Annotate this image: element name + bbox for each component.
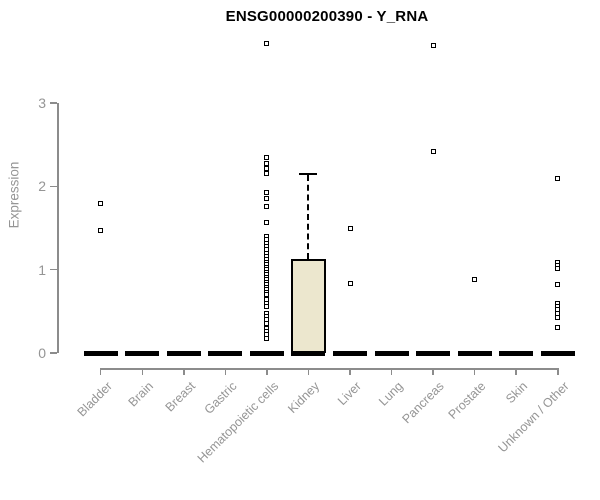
outlier-point — [264, 219, 270, 225]
x-tick — [99, 368, 102, 375]
boxplot-zero-bar — [457, 350, 492, 356]
y-axis-label: Expression — [6, 161, 22, 229]
x-tick — [390, 368, 393, 375]
boxplot-zero-bar — [249, 350, 284, 356]
outlier-point — [264, 166, 270, 172]
x-tick-label: Breast — [162, 379, 198, 415]
x-tick — [141, 368, 143, 375]
boxplot-zero-bar — [374, 350, 409, 356]
outlier-point — [264, 292, 270, 298]
outlier-point — [430, 43, 436, 48]
x-tick-label: Skin — [503, 379, 531, 407]
y-tick-label: 0 — [38, 345, 46, 361]
x-tick — [473, 368, 476, 375]
outlier-point — [264, 320, 270, 326]
y-tick-label: 1 — [38, 261, 46, 278]
outlier-point — [264, 160, 270, 166]
x-axis-line — [100, 368, 558, 370]
x-tick-label: Bladder — [74, 379, 115, 420]
boxplot-whisker — [307, 175, 310, 259]
outlier-point — [472, 277, 478, 283]
outlier-point — [555, 175, 561, 181]
x-tick-label: Unknown / Other — [495, 379, 572, 456]
outlier-point — [264, 154, 270, 160]
boxplot-zero-bar — [333, 350, 367, 356]
outlier-point — [555, 324, 561, 330]
x-tick-label: Gastric — [201, 379, 240, 417]
x-tick — [224, 368, 227, 375]
outlier-point — [347, 226, 353, 232]
boxplot-zero-bar — [125, 350, 160, 356]
outlier-point — [264, 171, 270, 177]
outlier-point — [555, 282, 561, 288]
outlier-point — [264, 303, 270, 309]
x-tick — [432, 368, 434, 375]
x-tick-label: Hematopoietic cells — [194, 379, 281, 466]
y-tick — [49, 102, 57, 104]
x-tick-label: Pancreas — [399, 379, 448, 427]
outlier-point — [264, 196, 270, 202]
x-tick — [307, 368, 310, 375]
chart-title: ENSG00000200390 - Y_RNA — [225, 8, 429, 25]
outlier-point — [98, 228, 104, 233]
y-axis-line — [57, 103, 59, 353]
outlier-point — [555, 266, 561, 272]
outlier-point — [98, 200, 104, 206]
outlier-point — [264, 40, 270, 46]
x-tick — [557, 368, 559, 375]
boxplot-zero-bar — [499, 350, 534, 356]
x-tick-label: Liver — [334, 379, 364, 409]
x-tick-label: Kidney — [285, 379, 323, 416]
outlier-point — [347, 280, 353, 286]
y-tick — [49, 268, 57, 271]
outlier-point — [264, 335, 270, 341]
boxplot-box — [290, 258, 326, 353]
outlier-point — [264, 203, 270, 209]
x-tick — [266, 368, 268, 375]
x-tick — [183, 368, 185, 375]
outlier-point — [264, 189, 270, 195]
y-tick-label: 2 — [38, 178, 46, 195]
x-tick-label: Lung — [375, 379, 406, 409]
boxplot-zero-bar — [291, 350, 326, 356]
boxplot-zero-bar — [166, 350, 201, 356]
x-tick — [515, 368, 517, 375]
x-tick-label: Prostate — [445, 379, 489, 422]
y-tick-label: 3 — [38, 95, 46, 111]
x-tick — [349, 368, 351, 375]
boxplot-zero-bar — [416, 350, 451, 356]
outlier-point — [430, 148, 436, 154]
y-tick — [49, 352, 57, 354]
boxplot-zero-bar — [208, 350, 243, 356]
y-tick — [49, 185, 57, 188]
boxplot-zero-bar — [540, 350, 575, 356]
outlier-point — [555, 314, 561, 320]
boxplot-whisker-cap — [299, 173, 318, 175]
boxplot-zero-bar — [83, 350, 118, 356]
x-tick-label: Brain — [125, 379, 157, 410]
